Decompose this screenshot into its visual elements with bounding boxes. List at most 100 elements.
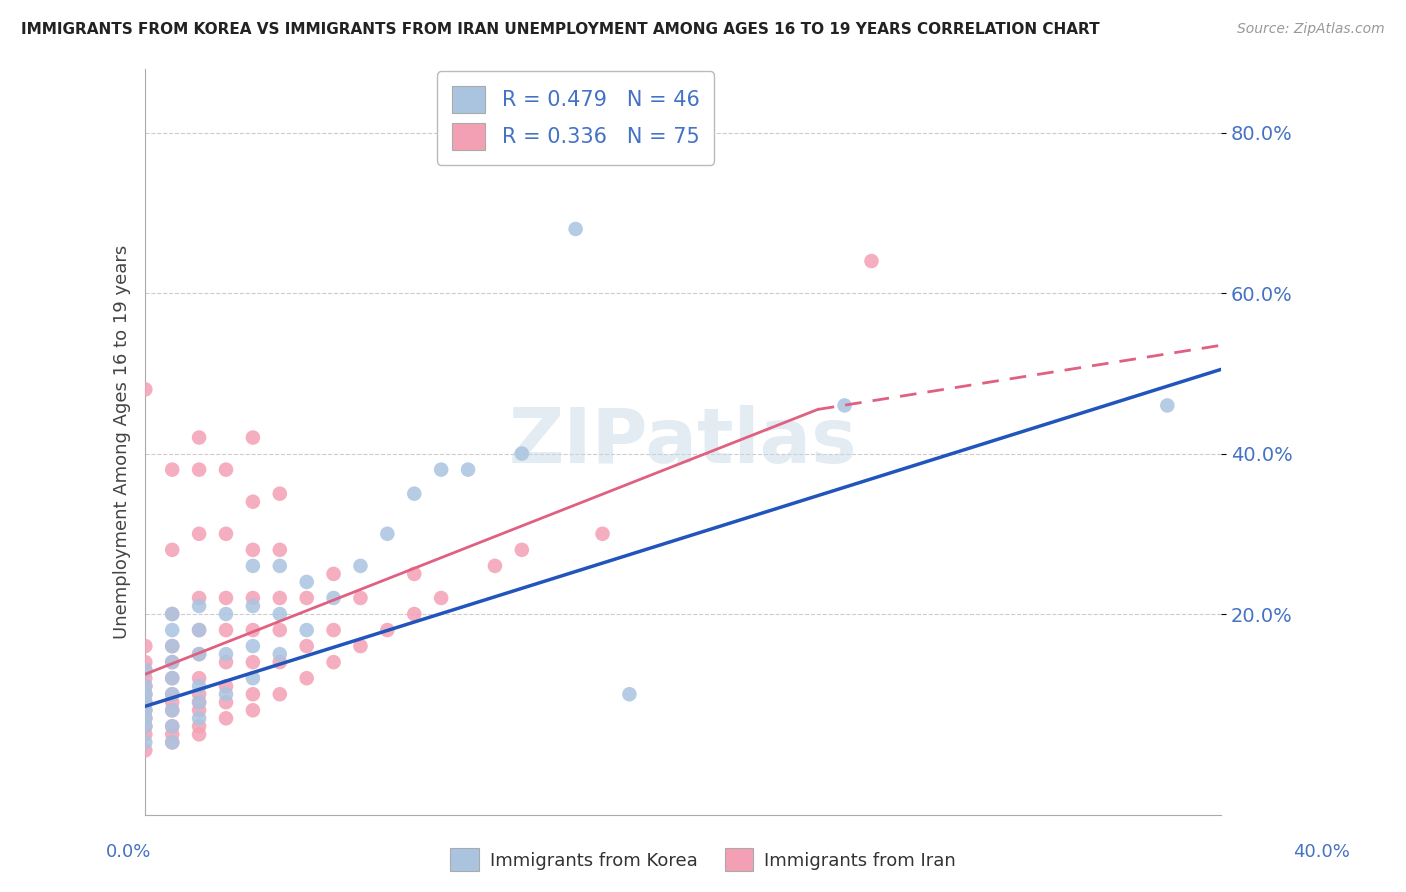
Point [134, 711, 156, 725]
Point [188, 671, 211, 685]
Point [188, 647, 211, 661]
Point [188, 679, 211, 693]
Point [134, 679, 156, 693]
Text: ZIPatlas: ZIPatlas [509, 405, 858, 478]
Point [269, 623, 291, 637]
Point [188, 695, 211, 709]
Point [215, 695, 238, 709]
Point [322, 655, 344, 669]
Point [188, 687, 211, 701]
Point [269, 591, 291, 605]
Point [134, 687, 156, 701]
Point [160, 735, 183, 749]
Point [322, 623, 344, 637]
Point [134, 655, 156, 669]
Point [242, 591, 264, 605]
Point [349, 591, 371, 605]
Point [188, 462, 211, 476]
Point [215, 655, 238, 669]
Point [134, 383, 156, 397]
Point [160, 671, 183, 685]
Point [188, 647, 211, 661]
Point [160, 703, 183, 717]
Point [242, 494, 264, 508]
Point [188, 711, 211, 725]
Point [295, 671, 318, 685]
Point [160, 687, 183, 701]
Point [269, 687, 291, 701]
Point [188, 623, 211, 637]
Point [269, 558, 291, 573]
Point [215, 679, 238, 693]
Point [160, 703, 183, 717]
Point [160, 671, 183, 685]
Point [564, 222, 586, 236]
Point [160, 719, 183, 733]
Point [242, 599, 264, 613]
Legend: R = 0.479   N = 46, R = 0.336   N = 75: R = 0.479 N = 46, R = 0.336 N = 75 [437, 71, 714, 165]
Point [457, 462, 479, 476]
Point [160, 727, 183, 741]
Point [242, 558, 264, 573]
Point [215, 607, 238, 621]
Point [160, 735, 183, 749]
Point [295, 639, 318, 653]
Point [377, 526, 399, 541]
Point [134, 719, 156, 733]
Point [215, 526, 238, 541]
Point [592, 526, 614, 541]
Point [134, 735, 156, 749]
Point [188, 431, 211, 445]
Point [134, 663, 156, 677]
Point [134, 743, 156, 757]
Point [134, 695, 156, 709]
Point [834, 399, 856, 413]
Point [215, 647, 238, 661]
Point [322, 591, 344, 605]
Point [134, 703, 156, 717]
Point [188, 623, 211, 637]
Point [188, 703, 211, 717]
Point [1156, 399, 1178, 413]
Point [242, 542, 264, 557]
Point [430, 462, 453, 476]
Point [510, 446, 533, 460]
Point [215, 462, 238, 476]
Point [160, 655, 183, 669]
Point [860, 254, 883, 268]
Point [188, 591, 211, 605]
Point [404, 566, 426, 581]
Y-axis label: Unemployment Among Ages 16 to 19 years: Unemployment Among Ages 16 to 19 years [114, 244, 131, 639]
Point [134, 679, 156, 693]
Point [160, 462, 183, 476]
Point [160, 719, 183, 733]
Point [160, 687, 183, 701]
Text: 40.0%: 40.0% [1294, 843, 1350, 861]
Point [160, 623, 183, 637]
Point [242, 431, 264, 445]
Point [134, 639, 156, 653]
Point [188, 599, 211, 613]
Point [160, 607, 183, 621]
Text: 0.0%: 0.0% [105, 843, 150, 861]
Point [215, 591, 238, 605]
Point [160, 542, 183, 557]
Point [619, 687, 641, 701]
Point [269, 486, 291, 500]
Point [484, 558, 506, 573]
Point [160, 655, 183, 669]
Point [349, 558, 371, 573]
Point [160, 607, 183, 621]
Point [242, 639, 264, 653]
Point [134, 663, 156, 677]
Point [269, 607, 291, 621]
Point [404, 607, 426, 621]
Point [134, 671, 156, 685]
Text: IMMIGRANTS FROM KOREA VS IMMIGRANTS FROM IRAN UNEMPLOYMENT AMONG AGES 16 TO 19 Y: IMMIGRANTS FROM KOREA VS IMMIGRANTS FROM… [21, 22, 1099, 37]
Point [215, 623, 238, 637]
Text: Source: ZipAtlas.com: Source: ZipAtlas.com [1237, 22, 1385, 37]
Point [134, 711, 156, 725]
Point [269, 647, 291, 661]
Point [160, 695, 183, 709]
Point [295, 623, 318, 637]
